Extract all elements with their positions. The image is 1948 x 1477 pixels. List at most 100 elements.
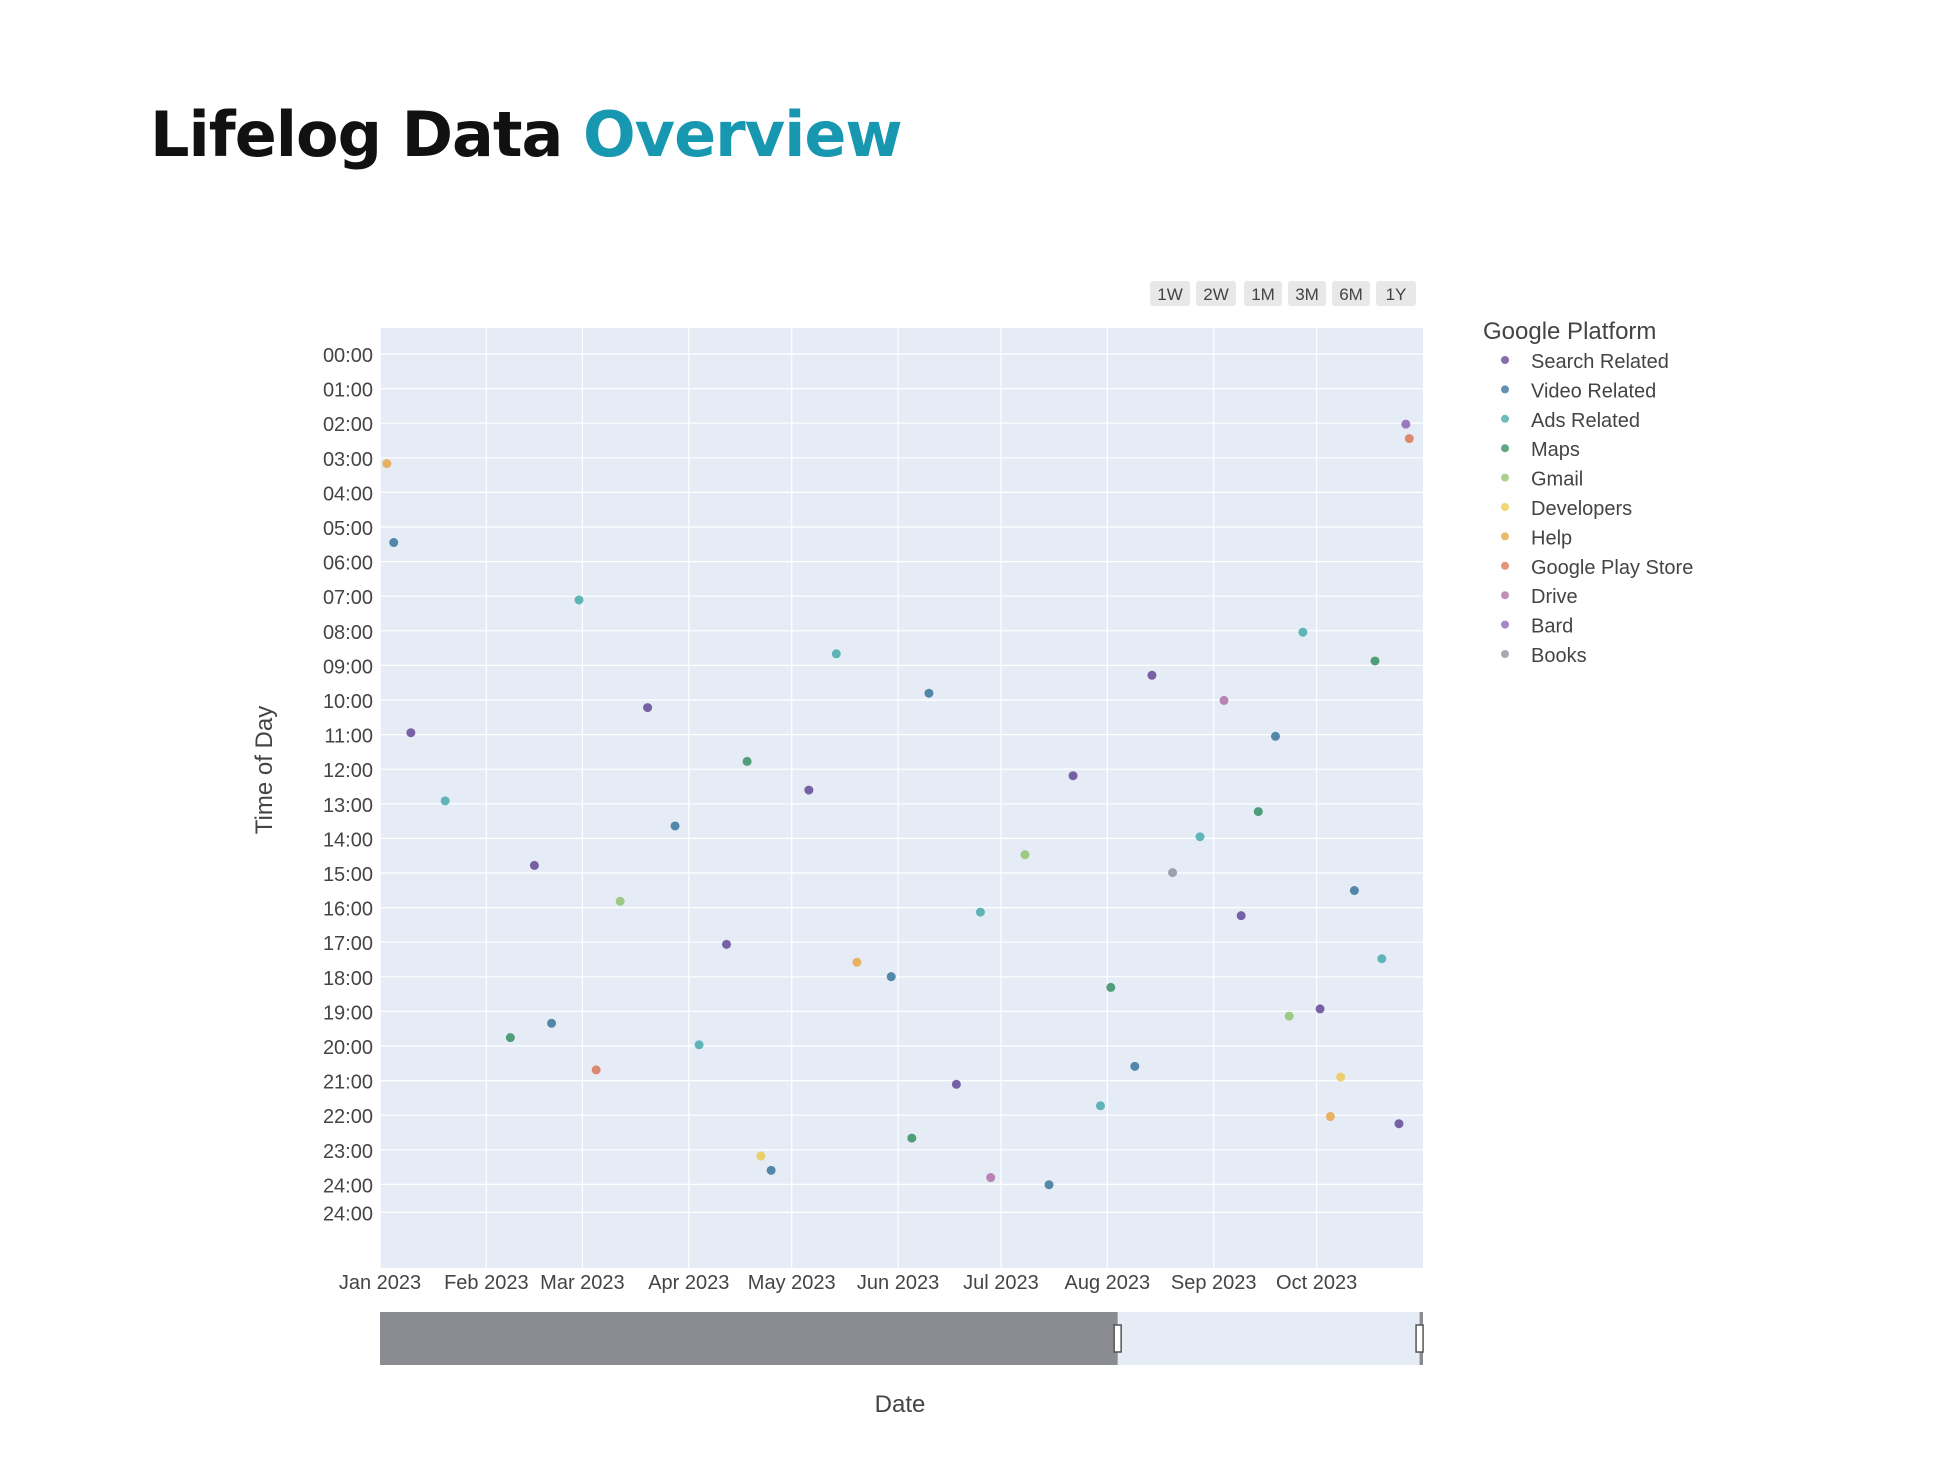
legend-marker [1501, 561, 1509, 570]
data-point [406, 728, 416, 738]
legend-label: Ads Related [1531, 410, 1640, 432]
data-point [1068, 771, 1078, 781]
range-button-6m[interactable]: 6M [1332, 281, 1370, 306]
y-tick-label: 11:00 [324, 726, 373, 748]
y-axis-ticks: 00:00 01:00 02:00 03:00 04:00 05:00 06:00 07:00… [323, 345, 373, 1225]
legend-marker [1501, 444, 1509, 453]
y-axis-title: Time of Day [251, 706, 278, 834]
y-tick-label: 03:00 [323, 449, 373, 471]
range-slider-handle-right[interactable] [1415, 1324, 1424, 1353]
y-tick-label: 15:00 [323, 864, 373, 886]
y-tick-label: 13:00 [323, 795, 373, 817]
data-point [615, 896, 625, 906]
data-point [389, 538, 399, 548]
legend-item[interactable]: Gmail [1501, 469, 1583, 491]
legend-item[interactable]: Video Related [1501, 380, 1656, 402]
range-button-label: 1W [1157, 285, 1183, 304]
legend-item[interactable]: Maps [1501, 439, 1580, 461]
y-tick-label: 21:00 [323, 1072, 373, 1094]
legend-marker [1501, 591, 1509, 600]
data-point [886, 972, 896, 982]
y-tick-label: 06:00 [323, 553, 373, 575]
legend-label: Maps [1531, 439, 1580, 461]
range-button-bg [1244, 281, 1282, 306]
data-point [440, 796, 450, 806]
range-button-3m[interactable]: 3M [1288, 281, 1326, 306]
x-tick-label: Oct 2023 [1276, 1272, 1357, 1294]
legend-label: Search Related [1531, 351, 1669, 373]
range-button-2w[interactable]: 2W [1196, 281, 1236, 306]
data-point [831, 649, 841, 659]
data-point [852, 957, 862, 967]
data-point [975, 907, 985, 917]
x-tick-label: Jan 2023 [339, 1272, 421, 1294]
x-tick-label: Apr 2023 [648, 1272, 729, 1294]
legend-item[interactable]: Ads Related [1501, 410, 1640, 432]
legend-marker [1501, 532, 1509, 541]
range-button-bg [1196, 281, 1236, 306]
legend-marker [1501, 473, 1509, 482]
x-axis-ticks: Jan 2023 Feb 2023 Mar 2023 Apr 2023 May 2023… [339, 1272, 1357, 1294]
data-point [505, 1033, 515, 1043]
data-point [986, 1173, 996, 1183]
data-point [804, 785, 814, 795]
data-point [1377, 954, 1387, 964]
y-tick-label: 04:00 [323, 483, 373, 505]
legend-label: Gmail [1531, 469, 1583, 491]
legend-label: Video Related [1531, 380, 1656, 402]
data-point [529, 860, 539, 870]
data-point [1404, 434, 1414, 444]
y-tick-label: 07:00 [323, 587, 373, 609]
x-tick-label: May 2023 [748, 1272, 836, 1294]
data-point [670, 821, 680, 831]
range-button-1w[interactable]: 1W [1150, 281, 1190, 306]
plot-area[interactable] [380, 328, 1423, 1268]
legend-item[interactable]: Developers [1501, 498, 1632, 520]
range-button-label: 2W [1203, 285, 1229, 304]
y-tick-label: 09:00 [323, 656, 373, 678]
data-point [722, 939, 732, 949]
legend-label: Drive [1531, 586, 1578, 608]
y-tick-label: 00:00 [323, 345, 373, 367]
data-point [1401, 419, 1411, 429]
data-point [1336, 1072, 1346, 1082]
legend-item[interactable]: Drive [1501, 586, 1578, 608]
legend-label: Books [1531, 645, 1587, 667]
x-tick-label: Aug 2023 [1065, 1272, 1151, 1294]
y-tick-label: 24:00 [323, 1175, 373, 1197]
x-tick-label: Jul 2023 [963, 1272, 1039, 1294]
data-point [1236, 911, 1246, 921]
range-selector: 1W 2W 1M 3M 6M 1Y [1150, 281, 1416, 306]
range-button-1m[interactable]: 1M [1244, 281, 1282, 306]
data-point [1349, 886, 1359, 896]
legend-item[interactable]: Help [1501, 527, 1572, 549]
y-tick-label: 02:00 [323, 414, 373, 436]
x-tick-label: Jun 2023 [857, 1272, 939, 1294]
range-button-1y[interactable]: 1Y [1376, 281, 1416, 306]
y-tick-label: 18:00 [323, 968, 373, 990]
data-point [1270, 731, 1280, 741]
range-slider-mask-left [380, 1312, 1118, 1365]
range-slider[interactable] [380, 1312, 1424, 1365]
data-point [1020, 850, 1030, 860]
data-point [756, 1151, 766, 1161]
legend: Google Platform Search Related Video Rela… [1483, 318, 1693, 667]
data-point [1298, 627, 1308, 637]
legend-label: Bard [1531, 616, 1573, 638]
y-tick-label: 20:00 [323, 1037, 373, 1059]
data-points [382, 419, 1414, 1190]
y-tick-label: 19:00 [323, 1002, 373, 1024]
data-point [1095, 1101, 1105, 1111]
legend-label: Developers [1531, 498, 1632, 520]
data-point [1253, 807, 1263, 817]
title-accent: Overview [582, 98, 903, 171]
data-point [1147, 670, 1157, 680]
legend-item[interactable]: Books [1501, 645, 1587, 667]
data-point [1325, 1112, 1335, 1122]
data-point [591, 1065, 601, 1075]
legend-item[interactable]: Google Play Store [1501, 557, 1693, 579]
legend-item[interactable]: Bard [1501, 616, 1573, 638]
x-tick-label: Mar 2023 [540, 1272, 625, 1294]
range-slider-handle-left[interactable] [1113, 1324, 1122, 1353]
legend-item[interactable]: Search Related [1501, 351, 1669, 373]
